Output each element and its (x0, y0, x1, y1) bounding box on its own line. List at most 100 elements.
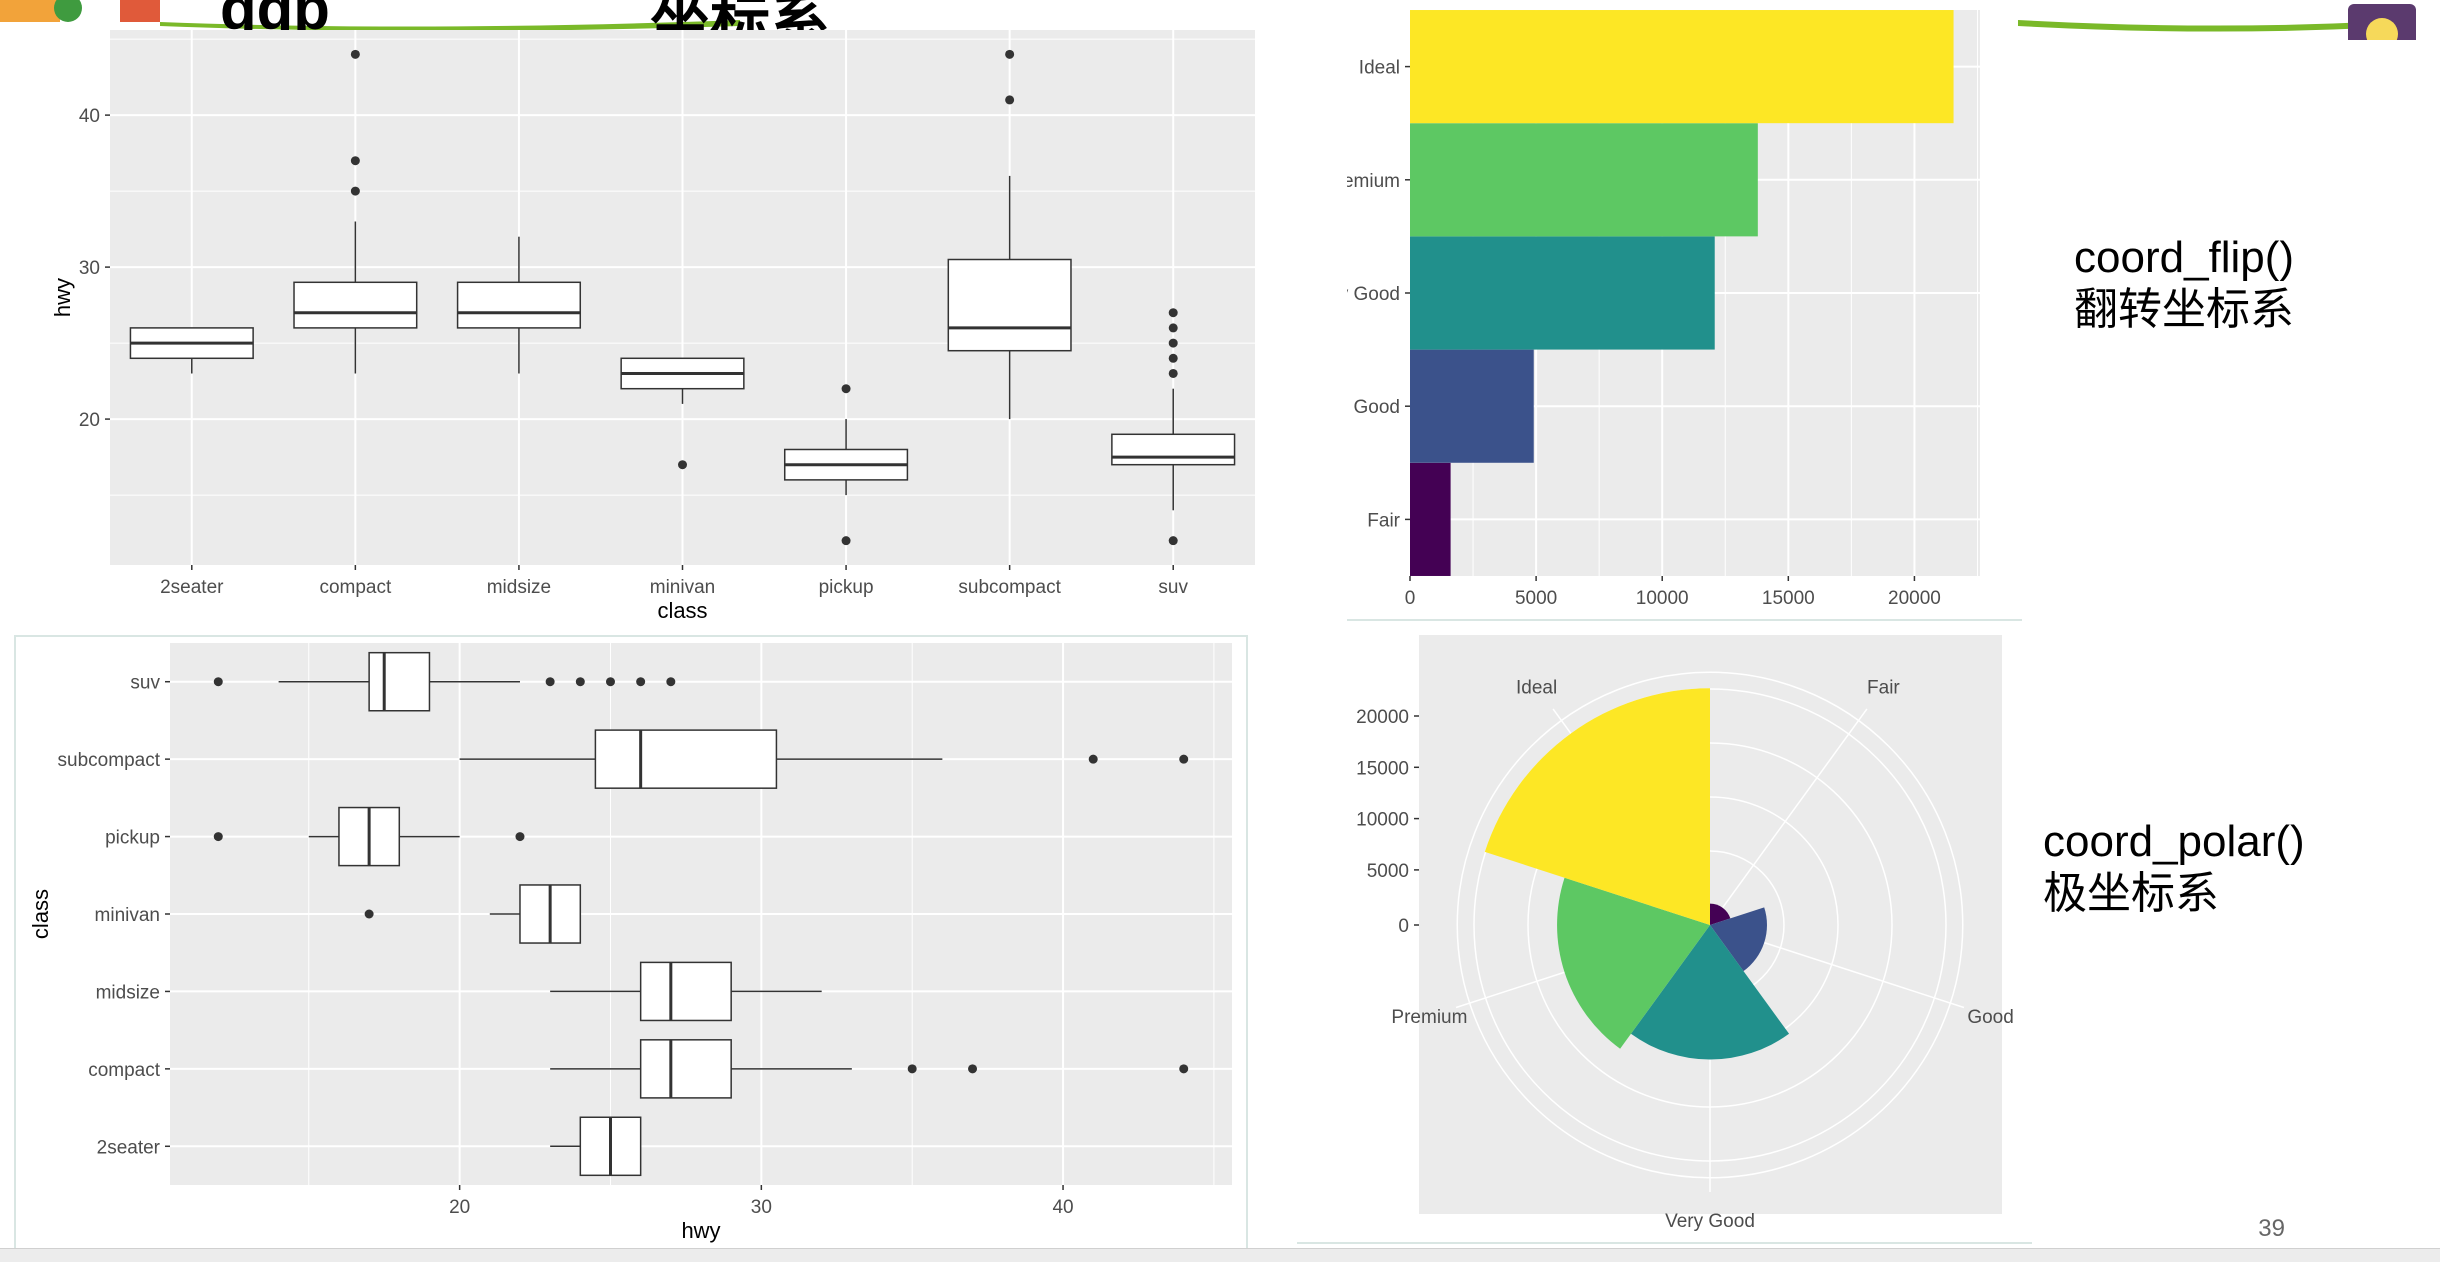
outlier-point (1168, 338, 1178, 348)
header-book-icon (120, 0, 160, 22)
x-axis-title: class (657, 598, 707, 623)
site-logo-left (0, 0, 60, 22)
outlier-point (1168, 323, 1178, 333)
box-2seater (129, 327, 254, 374)
outlier-point (907, 1064, 917, 1074)
y-tick-label: 30 (79, 258, 100, 279)
box-body (639, 961, 732, 1022)
box-pickup (783, 384, 909, 546)
box-midsize (550, 961, 822, 1022)
boxplot-vertical-chart: 20 30 40 2seater compact midsize minivan pickup… (50, 30, 1255, 623)
coord-flip-annotation: coord_flip() 翻转坐标系 (2074, 232, 2294, 336)
x-tick-label: 30 (751, 1197, 772, 1218)
outlier-point (1168, 368, 1178, 378)
coord-polar-caption: 极坐标系 (2043, 869, 2219, 918)
outlier-point (350, 156, 360, 166)
x-tick-label: 40 (1052, 1197, 1073, 1218)
x-tick-label: 5000 (1515, 588, 1557, 609)
outlier-point (1168, 536, 1178, 546)
wedge-ideal (1484, 688, 1710, 925)
coord-polar-annotation: coord_polar() 极坐标系 (2043, 816, 2305, 920)
outlier-point (1179, 754, 1189, 764)
y-tick-label: subcompact (58, 750, 161, 771)
x-tick-label: midsize (487, 577, 551, 598)
angular-gridline (1709, 708, 1868, 926)
coord-flip-code: coord_flip() (2074, 233, 2295, 282)
header-swoosh-left (160, 20, 740, 31)
wedge-fair (1710, 903, 1731, 925)
outlier-point (350, 49, 360, 59)
angular-tick-label: Good (1967, 1007, 2013, 1028)
radial-tick-label: 10000 (1356, 810, 1409, 831)
box-minivan (364, 884, 582, 944)
box-pickup (213, 806, 525, 867)
bottom-bar (0, 1248, 2440, 1262)
outlier-point (1005, 49, 1015, 59)
outlier-point (213, 832, 223, 842)
box-compact (293, 49, 418, 374)
outlier-point (841, 384, 851, 394)
boxplot-flipped-chart: 20 30 40 2seater compact midsize minivan pickup… (14, 635, 1248, 1256)
y-tick-label: compact (88, 1060, 161, 1081)
box-subcompact (947, 49, 1072, 420)
box-minivan (620, 357, 745, 470)
outlier-point (545, 677, 555, 687)
y-tick-label: y Good (1339, 284, 1400, 305)
lightbulb-icon (2366, 18, 2398, 40)
box-subcompact (459, 729, 1189, 789)
angular-tick-label: Ideal (1516, 677, 1557, 698)
outlier-point (515, 832, 525, 842)
outlier-point (1005, 95, 1015, 105)
box-body (947, 258, 1072, 352)
label-clip-mask (1262, 0, 1347, 628)
box-body (456, 281, 582, 329)
bar-very-good (1410, 236, 1715, 350)
outlier-point (1179, 1064, 1189, 1074)
box-suv (213, 651, 676, 712)
box-compact (550, 1039, 1189, 1099)
box-body (368, 651, 431, 712)
box-2seater (550, 1116, 642, 1177)
bar-ideal (1410, 10, 1954, 124)
outlier-point (666, 677, 676, 687)
x-tick-label: 2seater (160, 577, 224, 598)
y-tick-label: 40 (79, 106, 100, 127)
header-swoosh-right (2018, 20, 2370, 32)
y-tick-label: Good (1354, 397, 1400, 418)
outlier-point (575, 677, 585, 687)
radial-tick-label: 20000 (1356, 707, 1409, 728)
bar-fair (1410, 462, 1451, 576)
site-logo-badge (54, 0, 82, 22)
y-tick-label: minivan (95, 905, 160, 926)
radial-tick-label: 15000 (1356, 758, 1409, 779)
y-tick-label: pickup (105, 828, 160, 849)
box-midsize (456, 236, 582, 374)
page-number: 39 (2258, 1215, 2285, 1242)
box-body (639, 1039, 732, 1099)
radial-tick-label: 5000 (1367, 861, 1409, 882)
x-tick-label: subcompact (958, 577, 1061, 598)
outlier-point (1168, 353, 1178, 363)
box-body (293, 281, 418, 329)
x-tick-label: minivan (650, 577, 715, 598)
slide-header-decoration (0, 0, 2416, 40)
outlier-point (350, 186, 360, 196)
bar-flipped-chart: 0 5000 10000 15000 20000 Fair Good y Good emium I… (1262, 0, 2022, 628)
coord-polar-code: coord_polar() (2043, 817, 2305, 866)
x-tick-label: 20000 (1888, 588, 1941, 609)
bar-premium (1410, 123, 1758, 237)
y-tick-label: midsize (96, 982, 160, 1003)
x-tick-label: 0 (1405, 588, 1416, 609)
radial-tick-label: 0 (1398, 916, 1409, 937)
y-tick-label: 2seater (97, 1137, 161, 1158)
angular-tick-label: Premium (1391, 1007, 1467, 1028)
x-tick-label: suv (1158, 577, 1188, 598)
outlier-point (1088, 754, 1098, 764)
x-axis-title: hwy (681, 1218, 720, 1243)
y-tick-label: emium (1343, 171, 1400, 192)
coord-flip-caption: 翻转坐标系 (2074, 285, 2294, 334)
y-tick-label: Ideal (1359, 58, 1400, 79)
wedge-very-good (1630, 925, 1790, 1060)
wedge-good (1710, 907, 1767, 972)
x-tick-label: pickup (819, 577, 874, 598)
